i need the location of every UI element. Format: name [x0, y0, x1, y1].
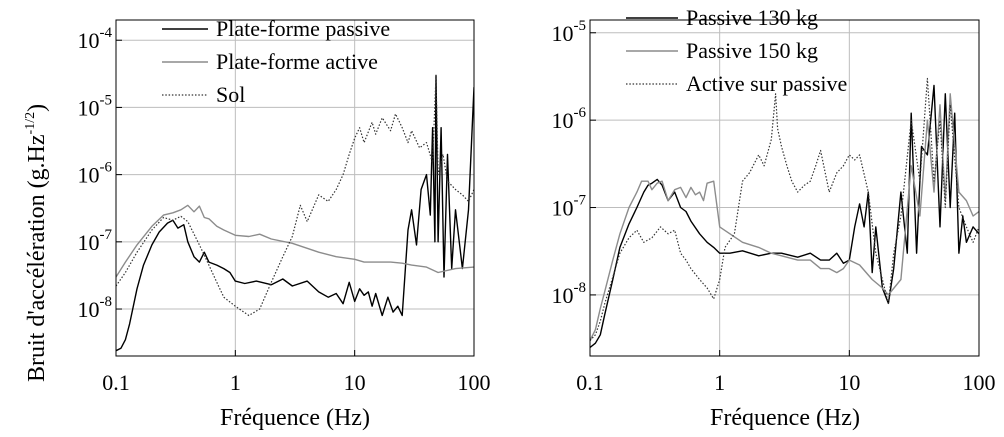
left-chart-x-tick-label: 1: [230, 370, 241, 395]
left-chart-series-line-2: [116, 204, 474, 278]
right-chart-grid: [590, 20, 979, 356]
left-chart-series: [116, 74, 474, 352]
right-chart-x-tick-label: 0.1: [576, 370, 604, 395]
y-axis-title-main: Bruit d'accélération (g.Hz: [24, 134, 50, 382]
left-chart-y-tick-exponent: -7: [100, 227, 113, 243]
left-chart-x-tick-label: 100: [458, 370, 491, 395]
right-chart-y-tick-exponent: -7: [574, 193, 587, 209]
right-chart-y-tick-label: 10-7: [552, 193, 587, 221]
left-chart-y-tick-base: 10: [78, 28, 100, 53]
left-chart-y-tick-base: 10: [78, 95, 100, 120]
left-chart-legend-label-2: Plate-forme active: [216, 49, 378, 74]
left-chart-y-tick-exponent: -5: [100, 92, 113, 108]
left-chart-x-tick-label: 0.1: [102, 370, 130, 395]
right-chart-legend-label-1: Passive 130 kg: [686, 5, 818, 30]
left-chart-legend: Plate-forme passive Plate-forme active Sol: [162, 16, 390, 107]
right-chart-x-tick-label: 100: [963, 370, 996, 395]
right-chart-y-tick-exponent: -5: [574, 18, 587, 34]
left-chart-y-tick-base: 10: [78, 230, 100, 255]
right-chart-x-axis-title: Fréquence (Hz): [710, 405, 860, 431]
left-chart-x-tick-label: 10: [344, 370, 366, 395]
left-chart-legend-label-3: Sol: [216, 82, 245, 107]
right-chart-y-tick-base: 10: [552, 283, 574, 308]
left-chart-series-line-1: [116, 74, 474, 352]
right-chart-y-tick-label: 10-6: [552, 105, 587, 133]
y-axis-title-exponent: -1/2: [23, 112, 38, 135]
right-chart-frame: [589, 19, 980, 357]
right-chart-y-tick-exponent: -6: [574, 105, 587, 121]
right-chart-series: [590, 77, 979, 349]
left-chart-y-tick-label: 10-8: [78, 294, 113, 322]
right-chart-legend-label-3: Active sur passive: [686, 71, 847, 96]
right-chart-y-tick-exponent: -8: [574, 280, 587, 296]
left-chart-y-tick-label: 10-4: [78, 25, 113, 53]
left-chart-legend-label-1: Plate-forme passive: [216, 16, 390, 41]
left-chart-y-tick-label: 10-5: [78, 92, 113, 120]
right-chart-series-line-1: [590, 84, 979, 349]
left-chart-frame: [115, 19, 475, 357]
left-chart-series-line-3: [116, 74, 474, 317]
left-chart-y-tick-exponent: -8: [100, 294, 113, 310]
right-chart-y-tick-base: 10: [552, 196, 574, 221]
right-chart-legend: Passive 130 kg Passive 150 kg Active sur p…: [626, 5, 847, 96]
right-chart-series-line-2: [590, 93, 979, 341]
right-chart-legend-label-2: Passive 150 kg: [686, 38, 818, 63]
left-chart-y-tick-exponent: -6: [100, 160, 113, 176]
right-chart-y-tick-label: 10-8: [552, 280, 587, 308]
left-chart-grid: [116, 20, 474, 356]
right-chart-y-tick-base: 10: [552, 21, 574, 46]
y-axis-title-close: ): [24, 104, 50, 112]
left-chart-y-tick-label: 10-6: [78, 160, 113, 188]
right-chart-series-line-3: [590, 77, 979, 342]
right-chart-x-tick-label: 10: [838, 370, 860, 395]
right-chart-y-tick-label: 10-5: [552, 18, 587, 46]
y-axis-title: Bruit d'accélération (g.Hz-1/2): [23, 104, 50, 382]
left-chart-y-tick-base: 10: [78, 297, 100, 322]
right-chart-x-tick-label: 1: [714, 370, 725, 395]
left-chart-y-tick-exponent: -4: [100, 25, 113, 41]
left-chart-y-tick-base: 10: [78, 163, 100, 188]
right-chart-y-tick-base: 10: [552, 108, 574, 133]
left-chart-x-axis-title: Fréquence (Hz): [220, 405, 370, 431]
left-chart-y-tick-label: 10-7: [78, 227, 113, 255]
